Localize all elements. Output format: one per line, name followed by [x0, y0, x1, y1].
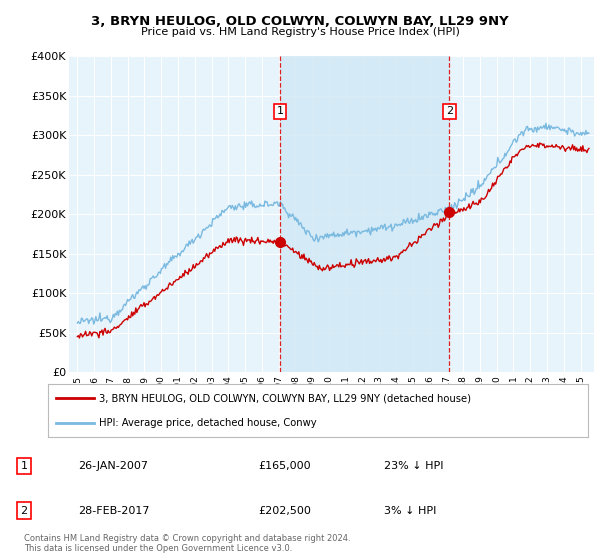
Text: HPI: Average price, detached house, Conwy: HPI: Average price, detached house, Conw…: [100, 418, 317, 428]
Text: 3, BRYN HEULOG, OLD COLWYN, COLWYN BAY, LL29 9NY (detached house): 3, BRYN HEULOG, OLD COLWYN, COLWYN BAY, …: [100, 394, 472, 404]
Text: 23% ↓ HPI: 23% ↓ HPI: [384, 461, 443, 471]
Text: £202,500: £202,500: [258, 506, 311, 516]
Text: 1: 1: [277, 106, 283, 116]
Text: £165,000: £165,000: [258, 461, 311, 471]
Text: 1: 1: [20, 461, 28, 471]
Text: 2: 2: [446, 106, 453, 116]
Bar: [280, 56, 449, 372]
Text: 3, BRYN HEULOG, OLD COLWYN, COLWYN BAY, LL29 9NY: 3, BRYN HEULOG, OLD COLWYN, COLWYN BAY, …: [91, 15, 509, 28]
Text: 2: 2: [20, 506, 28, 516]
Text: 28-FEB-2017: 28-FEB-2017: [78, 506, 149, 516]
Text: Contains HM Land Registry data © Crown copyright and database right 2024.
This d: Contains HM Land Registry data © Crown c…: [24, 534, 350, 553]
Text: 26-JAN-2007: 26-JAN-2007: [78, 461, 148, 471]
Text: 3% ↓ HPI: 3% ↓ HPI: [384, 506, 436, 516]
Text: Price paid vs. HM Land Registry's House Price Index (HPI): Price paid vs. HM Land Registry's House …: [140, 27, 460, 37]
